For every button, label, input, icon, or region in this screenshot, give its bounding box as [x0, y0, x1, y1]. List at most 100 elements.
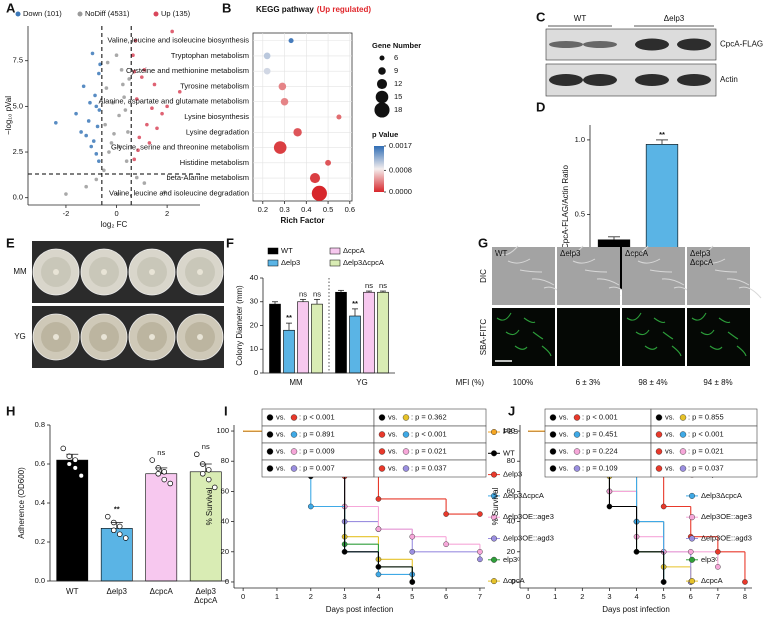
y-tick-label: 0.4 [35, 498, 45, 507]
legend-label: elp3ᶜ [701, 555, 718, 564]
fitc-signal [626, 312, 642, 321]
stats-cmp [573, 448, 581, 455]
category-label: Cysteine and methionine metabolism [126, 66, 249, 75]
point [103, 122, 107, 127]
legend-label: Δelp3OE::agd3 [701, 533, 752, 542]
point [134, 175, 139, 180]
stats-cmp [402, 465, 410, 472]
legend-label: ΔcpcA [701, 576, 723, 585]
point [72, 465, 78, 471]
stats-text: : p = 0.109 [582, 463, 618, 472]
category-label: Lysine biosynthesis [184, 112, 249, 121]
text-line: WT [66, 587, 79, 596]
legend-label: Down (101) [23, 9, 62, 18]
fitc-signal [541, 345, 552, 357]
dot [336, 114, 342, 120]
marker [715, 564, 721, 570]
y-axis-label: −log₁₀ pVal [4, 96, 13, 135]
marker [477, 511, 483, 517]
point [170, 29, 174, 34]
legend-swatch [77, 11, 83, 17]
stats-ref [655, 465, 663, 472]
hypha [531, 278, 555, 286]
blot-column-label: WT [574, 14, 587, 23]
x-axis-label: Days post infection [602, 605, 670, 614]
point [94, 177, 99, 182]
y-tick-label: 0.6 [35, 459, 45, 468]
stats-text: : p = 0.021 [688, 446, 724, 455]
marker [375, 526, 382, 532]
point [74, 111, 78, 116]
y-tick-label: 0 [254, 368, 258, 377]
stats-vs: vs. [276, 429, 286, 438]
x-tick-label: 6 [689, 592, 693, 601]
panel-letter: G [478, 235, 488, 250]
point [105, 60, 110, 65]
x-tick-label: 0 [241, 592, 245, 601]
bar [335, 291, 347, 374]
dot [293, 128, 302, 137]
blot-band [549, 41, 583, 48]
y-tick-label: 80 [221, 456, 229, 465]
legend-swatch [329, 259, 341, 267]
category-label: Tyrosine metabolism [180, 81, 249, 90]
color-tick-label: 0.0017 [389, 141, 412, 150]
x-tick-label: 2 [309, 592, 313, 601]
point [160, 111, 164, 116]
point [200, 471, 206, 477]
marker [375, 496, 382, 502]
stats-cell [650, 459, 758, 478]
x-tick-label: 3 [343, 592, 347, 601]
point [123, 108, 128, 112]
legend-swatch [15, 11, 21, 17]
bar [283, 329, 295, 374]
fitc-image [557, 308, 620, 366]
marker [742, 579, 748, 585]
panel-letter: A [6, 0, 16, 15]
point [150, 106, 154, 110]
blot-band [583, 41, 617, 48]
stats-ref [266, 448, 274, 455]
size-swatch [376, 78, 388, 90]
fitc-signal [514, 345, 528, 350]
dot [325, 159, 332, 166]
point [79, 130, 83, 134]
size-swatch [378, 67, 386, 75]
point [54, 121, 58, 125]
y-tick-label: 100 [216, 426, 229, 435]
point [145, 122, 149, 127]
stats-ref [655, 414, 663, 421]
size-swatch [375, 90, 389, 104]
x-tick-label: 0.2 [258, 205, 268, 214]
stats-cmp [679, 431, 687, 438]
dot [309, 173, 321, 184]
marker [375, 564, 382, 570]
marker [409, 579, 416, 585]
x-tick-label: 0.3 [279, 205, 289, 214]
significance: ns [157, 448, 165, 457]
y-tick-label: 2.5 [13, 147, 23, 156]
stats-ref [266, 414, 274, 421]
colony-center [53, 269, 59, 275]
point [132, 157, 137, 162]
legend-label: elp3ᶜ [503, 555, 520, 564]
point [89, 144, 94, 149]
legend-swatch [689, 492, 696, 499]
x-tick-label: 5 [410, 592, 414, 601]
bar [297, 301, 309, 374]
marker [307, 503, 314, 510]
panel-letter: J [508, 403, 515, 418]
hypha [560, 245, 584, 256]
point [137, 135, 142, 140]
point [206, 467, 212, 473]
point [155, 471, 162, 477]
x-tick-label: 1 [553, 592, 557, 601]
point [109, 141, 114, 145]
blot-column-label: Δelp3 [664, 14, 685, 23]
title-main: KEGG pathway [256, 5, 314, 14]
blot-band [677, 74, 711, 86]
significance: ** [286, 313, 292, 322]
fitc-image [687, 308, 750, 366]
stats-ref [378, 465, 386, 472]
stats-ref [266, 431, 274, 438]
